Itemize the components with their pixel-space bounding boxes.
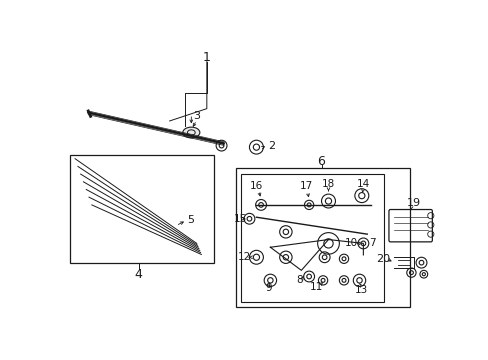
Text: 12: 12	[237, 252, 250, 262]
Bar	[241, 174, 384, 302]
Text: 11: 11	[309, 282, 323, 292]
Ellipse shape	[183, 127, 200, 138]
Text: 5: 5	[187, 215, 194, 225]
Text: 19: 19	[406, 198, 420, 208]
Text: 13: 13	[354, 285, 367, 294]
Text: 2: 2	[268, 141, 275, 150]
Text: 20: 20	[375, 254, 389, 264]
Text: 10: 10	[345, 238, 358, 248]
Text: 7: 7	[368, 238, 375, 248]
Bar	[70, 155, 213, 263]
Bar	[235, 168, 409, 306]
Text: 15: 15	[234, 214, 247, 224]
Text: 1: 1	[203, 50, 210, 64]
Text: 18: 18	[321, 179, 334, 189]
Text: 8: 8	[296, 275, 303, 285]
Text: 16: 16	[249, 181, 263, 192]
Text: 17: 17	[299, 181, 312, 192]
Text: 6: 6	[317, 155, 325, 168]
Text: 4: 4	[134, 268, 142, 281]
Text: 14: 14	[356, 179, 369, 189]
Text: 3: 3	[193, 111, 200, 121]
Text: 9: 9	[265, 283, 272, 293]
